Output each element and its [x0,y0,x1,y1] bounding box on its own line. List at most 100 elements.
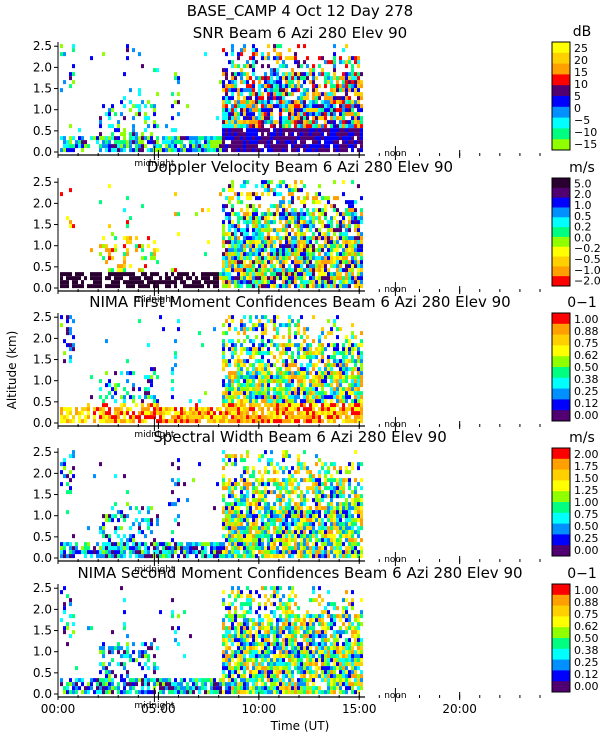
heatmap-cell [249,252,252,257]
heatmap-cell [225,331,228,336]
heatmap-cell [330,327,333,332]
heatmap-cell [66,686,69,691]
heatmap-cell [348,120,351,125]
heatmap-cell [303,224,306,229]
heatmap-cell [297,60,300,65]
heatmap-cell [195,550,198,555]
heatmap-cell [237,403,240,408]
heatmap-cell [192,542,195,547]
heatmap-cell [237,371,240,376]
heatmap-cell [255,120,258,125]
heatmap-cell [66,343,69,348]
heatmap-cell [234,510,237,515]
heatmap-cell [222,108,225,113]
heatmap-cell [315,192,318,197]
heatmap-cell [315,363,318,368]
heatmap-cell [345,395,348,400]
heatmap-cell [261,415,264,420]
heatmap-cell [165,124,168,129]
heatmap-cell [270,550,273,555]
heatmap-cell [252,347,255,352]
heatmap-cell [255,367,258,372]
heatmap-cell [225,526,228,531]
heatmap-cell [339,383,342,388]
heatmap-cell [279,387,282,392]
heatmap-cell [174,363,177,368]
colorbar-tick-label: 0.0 [574,231,592,244]
heatmap-cell [258,415,261,420]
heatmap-cell [288,200,291,205]
heatmap-cell [291,387,294,392]
heatmap-cell [306,108,309,113]
heatmap-cell [159,542,162,547]
heatmap-cell [255,104,258,109]
heatmap-cell [192,546,195,551]
heatmap-cell [345,88,348,93]
heatmap-cell [225,92,228,97]
heatmap-cell [294,268,297,273]
heatmap-cell [336,96,339,101]
heatmap-cell [306,72,309,77]
heatmap-cell [66,280,69,285]
heatmap-cell [246,120,249,125]
heatmap-cell [357,216,360,221]
heatmap-cell [99,546,102,551]
heatmap-cell [222,232,225,237]
heatmap-cell [267,546,270,551]
heatmap-cell [282,228,285,233]
heatmap-cell [303,466,306,471]
heatmap-cell [267,367,270,372]
heatmap-cell [279,526,282,531]
heatmap-cell [198,284,201,289]
heatmap-cell [297,327,300,332]
heatmap-cell [147,546,150,551]
heatmap-cell [243,216,246,221]
heatmap-cell [348,128,351,133]
heatmap-cell [348,80,351,85]
heatmap-cell [222,96,225,101]
heatmap-cell [108,144,111,149]
heatmap-cell [216,554,219,559]
heatmap-cell [258,343,261,348]
heatmap-cell [282,280,285,285]
heatmap-cell [357,554,360,559]
heatmap-cell [246,327,249,332]
heatmap-cell [345,244,348,249]
heatmap-cell [261,482,264,487]
heatmap-cell [168,419,171,424]
heatmap-cell [300,371,303,376]
heatmap-cell [330,60,333,65]
heatmap-cell [285,526,288,531]
heatmap-cell [243,359,246,364]
heatmap-cell [171,140,174,145]
heatmap-cell [357,184,360,189]
heatmap-cell [351,550,354,555]
heatmap-cell [276,68,279,73]
heatmap-cell [303,200,306,205]
heatmap-cell [315,276,318,281]
heatmap-cell [306,240,309,245]
heatmap-cell [252,132,255,137]
heatmap-cell [342,522,345,527]
heatmap-cell [291,120,294,125]
heatmap-cell [249,319,252,324]
heatmap-cell [111,284,114,289]
heatmap-cell [279,144,282,149]
y-tick-label: 0.0 [33,551,52,565]
heatmap-cell [303,403,306,408]
heatmap-cell [66,554,69,559]
heatmap-cell [240,403,243,408]
heatmap-cell [75,411,78,416]
heatmap-cell [126,419,129,424]
heatmap-cell [153,407,156,412]
heatmap-cell [252,466,255,471]
heatmap-cell [264,112,267,117]
heatmap-cell [243,502,246,507]
colorbar-segment [552,502,570,514]
heatmap-cell [291,383,294,388]
heatmap-cell [225,84,228,89]
heatmap-cell [339,530,342,535]
heatmap-cell [141,272,144,277]
heatmap-cell [285,268,288,273]
heatmap-cell [279,355,282,360]
